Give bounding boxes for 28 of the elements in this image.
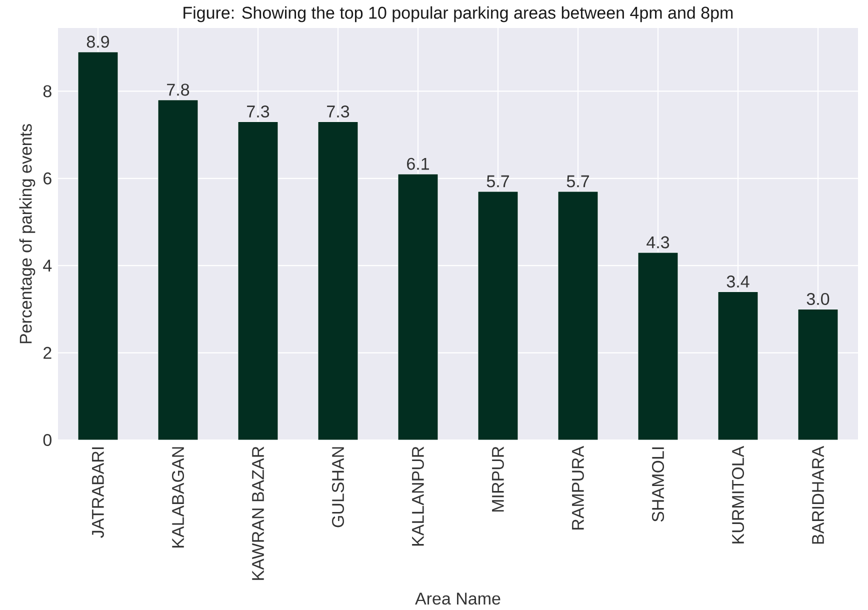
x-tick-label: BARIDHARA [812,446,824,544]
x-tick-label: SHAMOLI [652,447,664,522]
y-axis-title: Percentage of parking events [19,124,36,344]
data-label: 8.9 [86,36,110,48]
y-tick-label: 0 [43,434,52,446]
data-label: 7.8 [167,84,190,96]
x-axis-title: Area Name [415,592,500,605]
x-tick-label: MIRPUR [492,446,504,512]
x-tick-label: KAWRAN BAZAR [252,446,264,580]
x-tick-label: KURMITOLA [732,446,744,544]
data-label: 7.3 [247,106,270,118]
y-tick-label: 4 [43,260,52,272]
data-label: 3.4 [726,276,750,288]
y-tick-label: 6 [44,172,52,184]
x-tick-label: GULSHAN [332,447,344,528]
y-tick-label: 2 [44,346,52,359]
x-tick-label: RAMPURA [572,446,584,530]
data-label: 5.7 [566,175,589,188]
chart-title: Figure: Showing the top 10 popular parking areas between 4pm and 8pm [184,6,733,22]
y-tick-label: 8 [43,85,52,98]
x-tick-label: KALABAGAN [172,447,184,548]
data-label: 4.3 [646,236,670,248]
data-label: 5.7 [486,175,509,188]
data-label: 7.3 [327,106,350,118]
x-tick-label: KALLANPUR [412,446,424,546]
data-label: 6.1 [407,158,429,170]
data-label: 3.0 [806,292,830,306]
x-tick-label: JATRABARI [92,447,104,538]
